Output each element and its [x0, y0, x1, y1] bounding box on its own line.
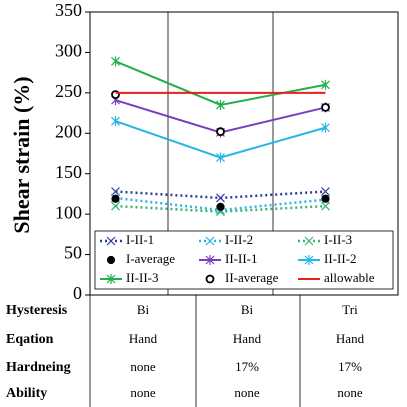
- legend-label: I-II-3: [324, 232, 352, 247]
- marker: [216, 202, 225, 211]
- marker: [111, 194, 120, 203]
- table-cell: Hand: [336, 331, 365, 346]
- legend-entry: I-II-3: [298, 232, 352, 247]
- marker: [106, 255, 116, 265]
- legend-label: I-II-2: [225, 232, 253, 247]
- table-cell: Hand: [129, 331, 158, 346]
- legend-marker: [304, 255, 314, 265]
- marker: [321, 194, 330, 203]
- legend-entry: I-II-1: [100, 232, 154, 247]
- legend-marker: [106, 255, 116, 265]
- legend-marker: [106, 274, 116, 284]
- legend-label: II-average: [225, 270, 279, 285]
- y-tick-label: 0: [73, 283, 82, 303]
- legend-entry: allowable: [298, 270, 375, 285]
- legend-label: II-II-1: [225, 251, 257, 266]
- row-header: Hardneing: [6, 360, 71, 375]
- table-cell: Tri: [342, 302, 358, 317]
- legend-marker: [205, 236, 215, 246]
- marker: [304, 255, 314, 265]
- table-cell: none: [337, 385, 363, 400]
- y-tick-label: 100: [55, 202, 82, 222]
- y-axis-label: Shear strain (%): [9, 76, 34, 233]
- table-cell: Bi: [137, 302, 150, 317]
- table-cell: 17%: [338, 359, 362, 374]
- table-cell: none: [130, 385, 156, 400]
- table-cell: Bi: [241, 302, 254, 317]
- marker: [321, 103, 330, 112]
- legend-label: II-II-3: [126, 270, 158, 285]
- legend-marker: [205, 255, 215, 265]
- legend-label: I-average: [126, 251, 175, 266]
- series-line: [115, 190, 326, 200]
- plot-frame: [89, 11, 399, 296]
- legend-marker: [304, 236, 314, 246]
- row-header: Ability: [6, 386, 47, 401]
- table-cell: none: [234, 385, 260, 400]
- marker: [111, 56, 120, 67]
- marker: [321, 79, 330, 90]
- marker: [321, 122, 330, 133]
- legend-label: I-II-1: [126, 232, 154, 247]
- y-tick-label: 300: [55, 41, 82, 61]
- legend-entry: I-II-2: [199, 232, 253, 247]
- table-cell: Hand: [233, 331, 262, 346]
- y-tick-label: 50: [64, 243, 82, 263]
- marker: [216, 127, 225, 137]
- table-cell: 17%: [235, 359, 259, 374]
- legend-frame: [94, 230, 394, 290]
- y-tick-label: 350: [55, 0, 82, 20]
- legend-entry: II-II-3: [100, 270, 158, 285]
- marker: [111, 201, 120, 211]
- row-header: Eqation: [6, 332, 54, 347]
- marker: [111, 187, 120, 196]
- y-tick-label: 200: [55, 121, 82, 141]
- marker: [106, 274, 116, 284]
- legend-label: II-II-2: [324, 251, 356, 266]
- marker: [111, 116, 120, 127]
- marker: [205, 274, 215, 284]
- marker: [321, 187, 330, 196]
- marker: [321, 201, 330, 211]
- marker: [106, 236, 116, 246]
- series-line: [115, 60, 326, 107]
- legend-entry: II-average: [205, 270, 279, 285]
- legend-label: allowable: [324, 270, 375, 285]
- marker: [216, 152, 225, 163]
- legend-entry: I-average: [106, 251, 175, 266]
- marker: [205, 236, 215, 246]
- legend-marker: [205, 274, 215, 284]
- legend-marker: [106, 236, 116, 246]
- legend-entry: II-II-2: [298, 251, 356, 266]
- row-header: Hysteresis: [6, 303, 68, 318]
- marker: [205, 255, 215, 265]
- marker: [216, 193, 225, 203]
- legend-entry: II-II-1: [199, 251, 257, 266]
- series-line: [115, 120, 326, 159]
- y-tick-label: 150: [55, 162, 82, 182]
- marker: [304, 236, 314, 246]
- marker: [216, 99, 225, 110]
- y-tick-label: 250: [55, 81, 82, 101]
- table-cell: none: [130, 359, 156, 374]
